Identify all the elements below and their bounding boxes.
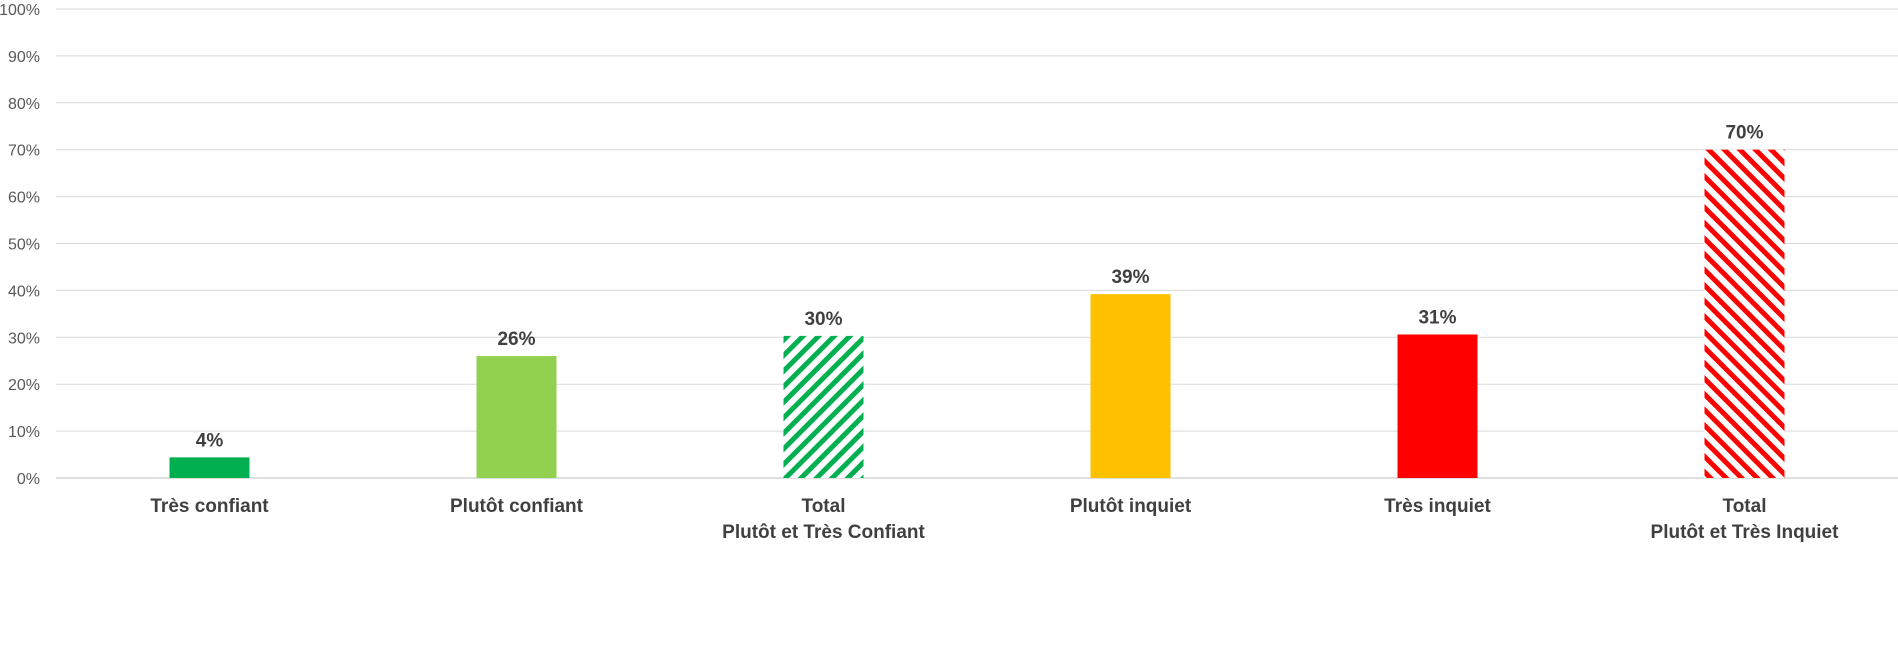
gridlines <box>56 8 1898 479</box>
bar <box>1397 334 1478 478</box>
y-tick-label: 20% <box>8 377 40 394</box>
bar <box>783 335 864 478</box>
y-tick-label: 10% <box>8 424 40 441</box>
y-tick-label: 100% <box>0 2 40 19</box>
x-tick-label: Très confiant <box>150 496 269 517</box>
data-label: 31% <box>1418 307 1456 328</box>
bar <box>1704 149 1785 478</box>
bar <box>1090 294 1171 478</box>
x-tick-label: Total Plutôt et Très Confiant <box>722 496 925 543</box>
x-tick-label: Plutôt confiant <box>450 496 584 517</box>
x-tick-label: Très inquiet <box>1384 496 1491 517</box>
y-tick-label: 0% <box>17 471 40 488</box>
y-tick-label: 90% <box>8 49 40 66</box>
data-label: 30% <box>804 309 842 330</box>
y-axis: 0% 10% 20% 30% 40% 50% 60% 70% 80% 90% 100% <box>0 2 40 488</box>
data-label: 26% <box>497 329 535 350</box>
x-tick-label: Plutôt inquiet <box>1070 496 1192 517</box>
data-label: 70% <box>1725 123 1763 144</box>
data-label: 4% <box>196 430 224 451</box>
y-tick-label: 50% <box>8 237 40 254</box>
y-tick-label: 60% <box>8 190 40 207</box>
bar <box>476 356 557 478</box>
bar <box>169 457 250 478</box>
x-tick-label: Total Plutôt et Très Inquiet <box>1651 496 1840 543</box>
y-tick-label: 40% <box>8 283 40 300</box>
y-tick-label: 70% <box>8 143 40 160</box>
y-tick-label: 80% <box>8 96 40 113</box>
data-label: 39% <box>1111 267 1149 288</box>
bars <box>169 149 1785 478</box>
x-axis: Très confiant Plutôt confiant Total Plutôt … <box>150 496 1839 543</box>
y-tick-label: 30% <box>8 330 40 347</box>
data-labels: 4% 26% 30% 39% 31% 70% <box>196 123 1764 452</box>
